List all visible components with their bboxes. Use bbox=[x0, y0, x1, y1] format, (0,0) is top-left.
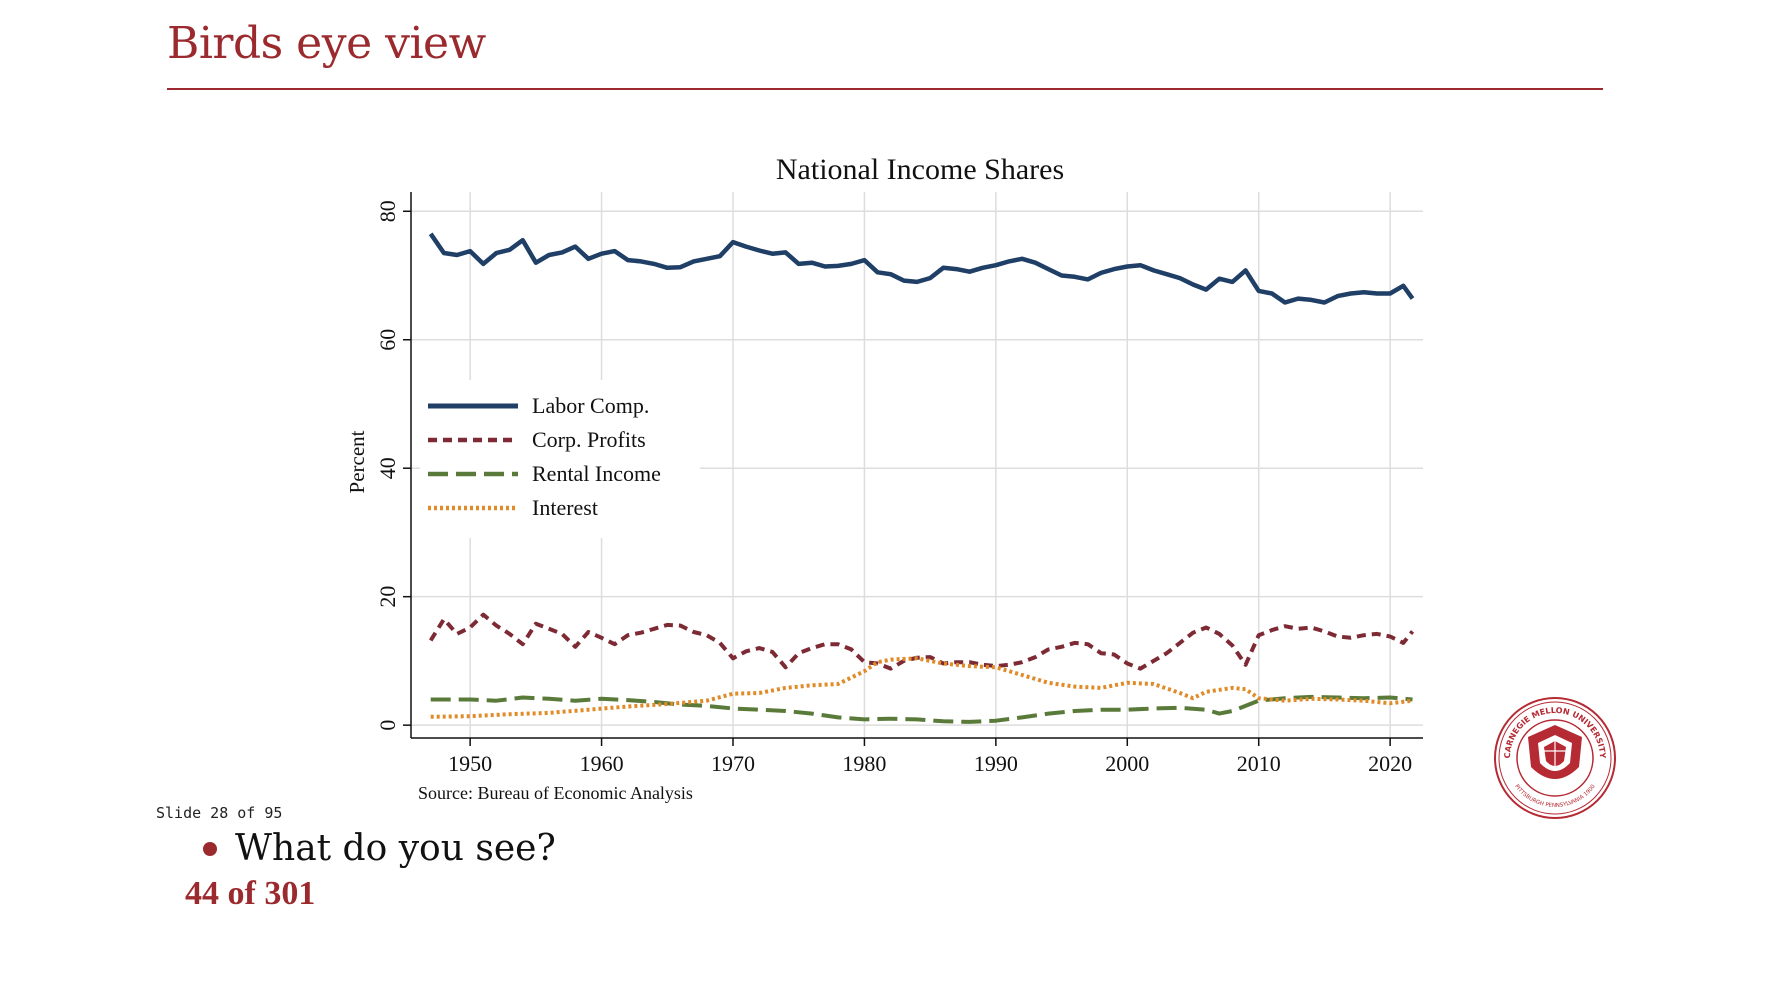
x-tick-label: 1950 bbox=[448, 751, 492, 776]
x-tick-label: 2020 bbox=[1368, 751, 1412, 776]
x-tick-label: 2010 bbox=[1237, 751, 1281, 776]
legend-label-2: Corp. Profits bbox=[532, 427, 646, 452]
slide-title: Birds eye view bbox=[167, 18, 486, 69]
legend-label-1: Labor Comp. bbox=[532, 393, 649, 418]
bullet-item: What do you see? bbox=[203, 828, 556, 869]
chart-title: National Income Shares bbox=[776, 153, 1064, 186]
legend-label-3: Rental Income bbox=[532, 461, 661, 486]
legend-label-4: Interest bbox=[532, 495, 598, 520]
series-line-3 bbox=[430, 694, 1413, 724]
series-line-1 bbox=[428, 232, 1415, 305]
bullet-dot-icon bbox=[203, 841, 217, 856]
page-counter: 44 of 301 bbox=[185, 875, 316, 912]
chart-legend: Labor Comp. Corp. Profits Rental Income Int… bbox=[420, 380, 700, 538]
x-tick-label: 1980 bbox=[842, 751, 886, 776]
y-tick-label: 60 bbox=[375, 329, 400, 351]
y-tick-label: 0 bbox=[375, 720, 400, 731]
x-tick-label: 1960 bbox=[580, 751, 624, 776]
x-tick-label: 2000 bbox=[1105, 751, 1149, 776]
chart-y-axis-label: Percent bbox=[345, 430, 369, 493]
series-line-2 bbox=[429, 612, 1415, 671]
y-tick-label: 20 bbox=[375, 586, 400, 608]
x-tick-label: 1970 bbox=[711, 751, 755, 776]
y-tick-label: 40 bbox=[375, 457, 400, 479]
x-tick-label: 1990 bbox=[974, 751, 1018, 776]
title-divider bbox=[167, 88, 1603, 90]
series-line-4 bbox=[430, 656, 1413, 719]
chart-series bbox=[428, 232, 1415, 724]
chart-axes: 1950 1960 1970 1980 1990 2000 2010 2020 0 20 40 60 8… bbox=[375, 192, 1423, 776]
y-tick-label: 80 bbox=[375, 200, 400, 222]
university-seal-logo: CARNEGIE MELLON UNIVERSITY PITTSBURGH PE… bbox=[1494, 697, 1616, 819]
bullet-text: What do you see? bbox=[235, 828, 556, 869]
slide-counter: Slide 28 of 95 bbox=[156, 804, 283, 822]
chart-source-note: Source: Bureau of Economic Analysis bbox=[418, 783, 693, 803]
